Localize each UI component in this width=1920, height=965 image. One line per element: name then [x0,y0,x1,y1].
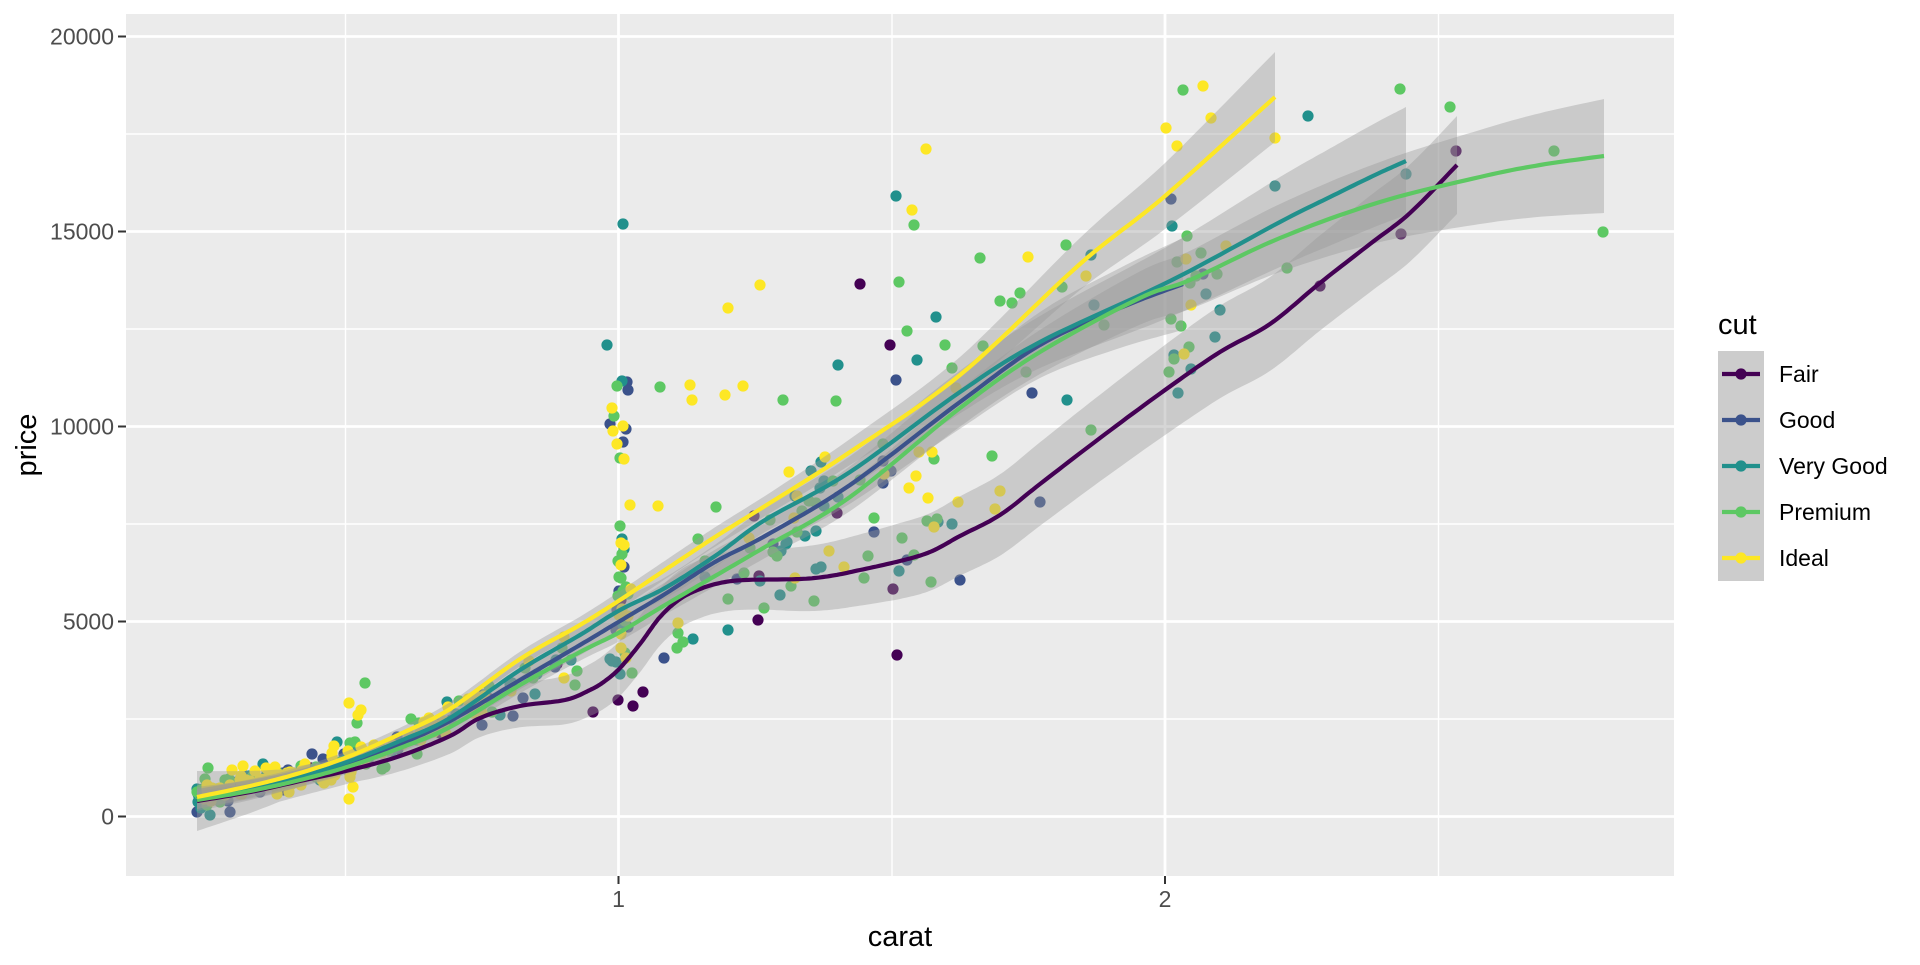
svg-text:carat: carat [868,921,932,953]
svg-text:1: 1 [612,886,625,912]
svg-text:cut: cut [1718,309,1757,341]
svg-text:10000: 10000 [50,414,114,440]
svg-text:5000: 5000 [63,609,114,635]
svg-text:20000: 20000 [50,24,114,50]
svg-text:0: 0 [101,804,114,830]
svg-text:15000: 15000 [50,219,114,245]
svg-text:Very Good: Very Good [1779,453,1888,479]
svg-text:price: price [11,414,43,477]
svg-text:Premium: Premium [1779,499,1871,525]
svg-text:Good: Good [1779,407,1835,433]
svg-text:Ideal: Ideal [1779,545,1829,571]
svg-text:Fair: Fair [1779,361,1819,387]
svg-text:2: 2 [1159,886,1172,912]
